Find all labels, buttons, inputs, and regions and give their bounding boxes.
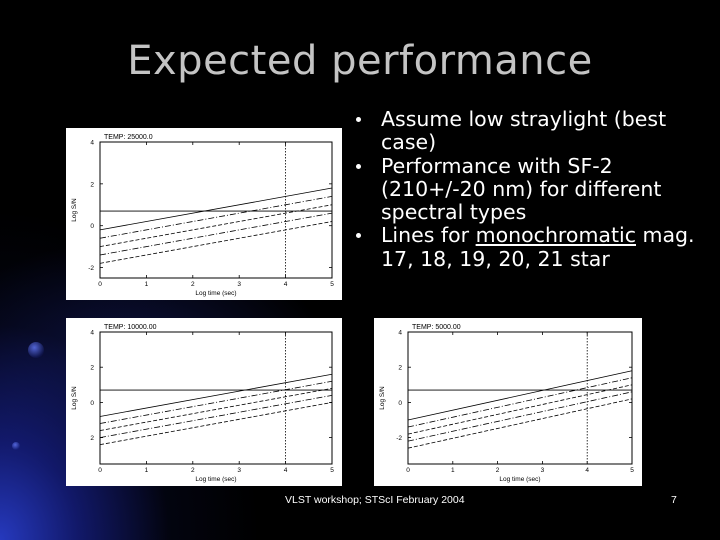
series-line <box>407 398 633 449</box>
bullet-item: Performance with SF-2 (210+/-20 nm) for … <box>356 153 700 225</box>
y-tick-label: 0 <box>90 223 94 230</box>
x-tick-label: 3 <box>237 281 241 288</box>
x-tick-label: 4 <box>284 281 288 288</box>
x-tick-label: 4 <box>284 467 288 474</box>
y-tick-label: 2 <box>398 365 402 372</box>
chart-svg: TEMP: 5000.00 0 1 2 3 4 5 4 2 0 -2 Log time (sec) Lo… <box>379 324 634 483</box>
y-tick-label: 0 <box>398 400 402 407</box>
y-tick-label: 2 <box>90 435 94 442</box>
y-tick-label: 4 <box>398 330 402 337</box>
bullet-list: Assume low straylight (best case) Perfor… <box>356 107 700 271</box>
x-tick-label: 0 <box>98 467 102 474</box>
x-tick-label: 2 <box>191 467 195 474</box>
page-number: 7 <box>671 494 677 506</box>
chart-title: TEMP: 25000.0 <box>104 134 153 141</box>
series-line <box>99 380 333 424</box>
x-axis-label: Log time (sec) <box>499 476 540 483</box>
series-line <box>99 212 333 256</box>
chart-title: TEMP: 5000.00 <box>412 324 461 331</box>
y-axis-label: Log S/N <box>71 386 78 410</box>
x-tick-label: 5 <box>330 467 334 474</box>
plot-frame <box>99 141 333 279</box>
x-tick-label: 4 <box>585 467 589 474</box>
plot-frame <box>407 331 633 465</box>
y-tick-label: 2 <box>90 181 94 188</box>
y-tick-label: -2 <box>88 265 94 272</box>
series-line <box>99 387 333 431</box>
y-tick-label: -2 <box>396 435 402 442</box>
series-line <box>99 204 333 248</box>
series-line <box>407 384 633 435</box>
series-line <box>99 402 333 446</box>
x-tick-label: 1 <box>451 467 455 474</box>
bullet-underlined-text: monochromatic <box>475 223 636 248</box>
x-tick-label: 3 <box>237 467 241 474</box>
x-tick-label: 5 <box>330 281 334 288</box>
series-line <box>407 391 633 442</box>
x-tick-label: 1 <box>145 281 149 288</box>
x-tick-label: 5 <box>630 467 634 474</box>
decorative-orb <box>28 342 44 358</box>
series-line <box>407 377 633 428</box>
bullet-item: Lines for monochromatic mag. 17, 18, 19,… <box>356 223 700 271</box>
y-tick-label: 0 <box>90 400 94 407</box>
x-axis-label: Log time (sec) <box>195 476 236 483</box>
y-tick-label: 4 <box>90 330 94 337</box>
x-tick-label: 3 <box>541 467 545 474</box>
y-tick-label: 2 <box>90 365 94 372</box>
x-tick-label: 0 <box>98 281 102 288</box>
bullet-dot <box>356 163 361 169</box>
series-line <box>99 187 333 231</box>
x-tick-label: 2 <box>496 467 500 474</box>
y-axis-label: Log S/N <box>379 386 386 410</box>
bullet-text: Lines for <box>381 223 476 248</box>
bullet-text: mag. 17, 18, 19, 20, 21 star <box>381 223 695 271</box>
series-line <box>99 373 333 417</box>
plot-temp-5000: TEMP: 5000.00 0 1 2 3 4 5 4 2 0 -2 Log time (sec) Lo… <box>374 318 642 486</box>
plot-temp-25000: TEMP: 25000.0 0 1 2 3 4 5 4 2 0 -2 Log time (sec) Lo… <box>66 128 342 300</box>
plot-frame <box>99 331 333 465</box>
bullet-dot <box>356 233 361 239</box>
x-tick-label: 2 <box>191 281 195 288</box>
decorative-orb <box>12 442 20 450</box>
bullet-dot <box>356 117 361 122</box>
chart-svg: TEMP: 25000.0 0 1 2 3 4 5 4 2 0 -2 Log time (sec) Lo… <box>71 134 334 297</box>
series-line <box>99 394 333 438</box>
series-line <box>407 370 633 421</box>
chart-title: TEMP: 10000.00 <box>104 324 157 331</box>
x-tick-label: 0 <box>406 467 410 474</box>
x-axis-label: Log time (sec) <box>195 290 236 297</box>
y-tick-label: 4 <box>90 140 94 147</box>
x-tick-label: 1 <box>145 467 149 474</box>
slide-title: Expected performance <box>127 38 593 84</box>
bullet-item: Assume low straylight (best case) <box>356 107 700 155</box>
series-line <box>99 221 333 264</box>
plot-temp-10000: TEMP: 10000.00 0 1 2 3 4 5 4 2 0 2 Log time (sec) Lo… <box>66 318 342 486</box>
bullet-text: Performance with SF-2 (210+/-20 nm) for … <box>381 153 662 225</box>
footer-text: VLST workshop; STScI February 2004 <box>285 494 465 506</box>
bullet-text: Assume low straylight (best case) <box>381 107 667 155</box>
series-line <box>99 196 333 239</box>
y-axis-label: Log S/N <box>71 198 78 222</box>
